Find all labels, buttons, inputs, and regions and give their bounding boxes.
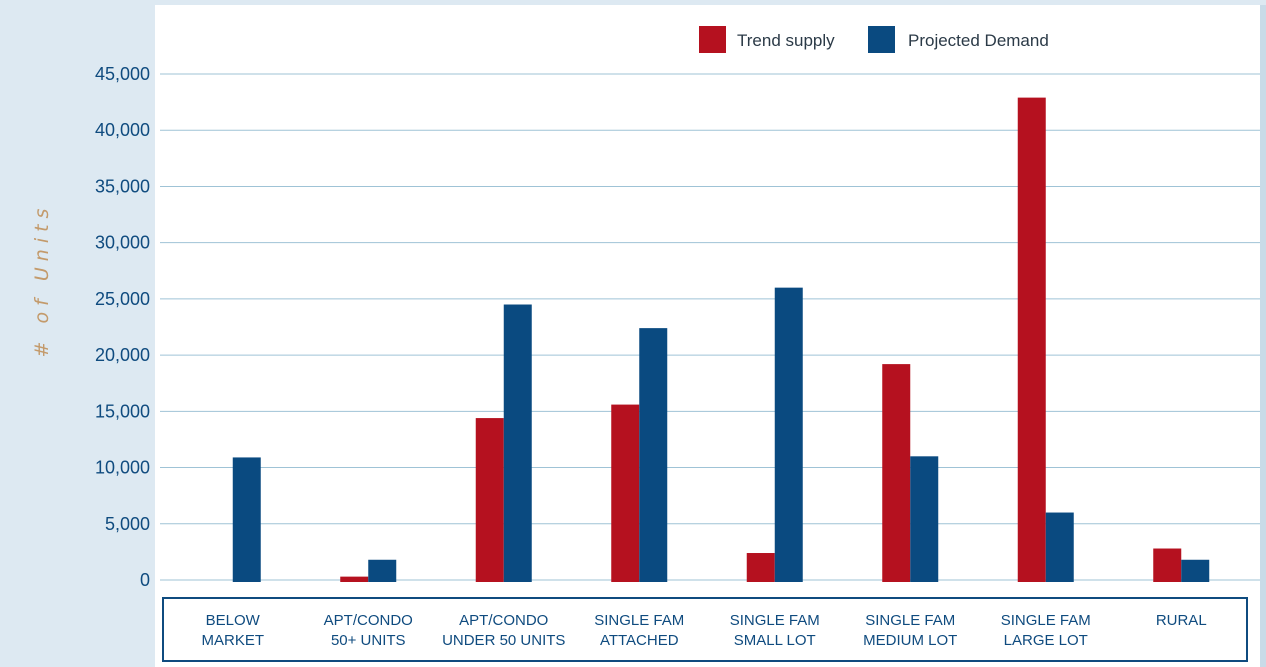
y-tick-label: 45,000 [95, 64, 150, 84]
x-axis-category-box [162, 597, 1248, 662]
x-tick-label-line: BELOW [206, 612, 261, 629]
y-tick-label: 15,000 [95, 401, 150, 421]
y-tick-label: 10,000 [95, 458, 150, 478]
right-border-strip [1260, 5, 1266, 667]
x-tick-label-line: LARGE LOT [1004, 632, 1088, 649]
x-tick-label-line: APT/CONDO [324, 612, 413, 629]
x-tick-label-line: APT/CONDO [459, 612, 548, 629]
x-tick-label-line: RURAL [1156, 612, 1207, 629]
x-tick-label: SINGLE FAM SMALL LOT [730, 612, 820, 649]
y-tick-label: 35,000 [95, 176, 150, 196]
plot-background [155, 5, 1260, 667]
bar-projected-demand [639, 328, 668, 582]
bar-projected-demand [1045, 512, 1074, 582]
x-tick-label-line: SINGLE FAM [594, 612, 684, 629]
bar-trend-supply [1017, 97, 1046, 582]
bar-trend-supply [475, 418, 504, 582]
bar-projected-demand [910, 456, 939, 582]
x-tick-label: SINGLE FAM LARGE LOT [1001, 612, 1091, 649]
bar-trend-supply [340, 576, 369, 582]
x-tick-label: APT/CONDO UNDER 50 UNITS [442, 612, 565, 649]
x-tick-label: BELOW MARKET [201, 612, 264, 649]
bar-projected-demand [368, 559, 397, 582]
bar-projected-demand [774, 287, 803, 582]
legend: Trend supply Projected Demand [699, 26, 1049, 53]
bar-projected-demand [503, 304, 532, 582]
legend-label: Projected Demand [908, 31, 1049, 50]
x-tick-label-line: SINGLE FAM [865, 612, 955, 629]
x-tick-label: SINGLE FAM MEDIUM LOT [863, 612, 957, 649]
y-tick-label: 20,000 [95, 345, 150, 365]
x-tick-label-line: SMALL LOT [734, 632, 816, 649]
x-tick-label-line: ATTACHED [600, 632, 679, 649]
x-tick-label-line: UNDER 50 UNITS [442, 632, 565, 649]
y-tick-label: 0 [140, 570, 150, 590]
x-tick-label-line: 50+ UNITS [331, 632, 406, 649]
legend-label: Trend supply [737, 31, 835, 50]
bar-trend-supply [746, 553, 775, 582]
x-tick-label-line: SINGLE FAM [1001, 612, 1091, 629]
y-tick-label: 30,000 [95, 233, 150, 253]
x-tick-label-line: SINGLE FAM [730, 612, 820, 629]
x-tick-label: RURAL [1156, 612, 1207, 629]
legend-swatch [699, 26, 726, 53]
y-tick-label: 25,000 [95, 289, 150, 309]
legend-swatch [868, 26, 895, 53]
x-tick-label-line: MEDIUM LOT [863, 632, 957, 649]
x-tick-label-line: MARKET [201, 632, 264, 649]
bar-projected-demand [1181, 559, 1210, 582]
bar-trend-supply [1153, 548, 1182, 582]
bar-trend-supply [882, 364, 911, 582]
y-tick-label: 5,000 [105, 514, 150, 534]
y-tick-label: 40,000 [95, 120, 150, 140]
bar-projected-demand [232, 457, 261, 582]
bar-trend-supply [611, 404, 640, 582]
x-tick-label: APT/CONDO 50+ UNITS [324, 612, 413, 649]
x-tick-label: SINGLE FAM ATTACHED [594, 612, 684, 649]
